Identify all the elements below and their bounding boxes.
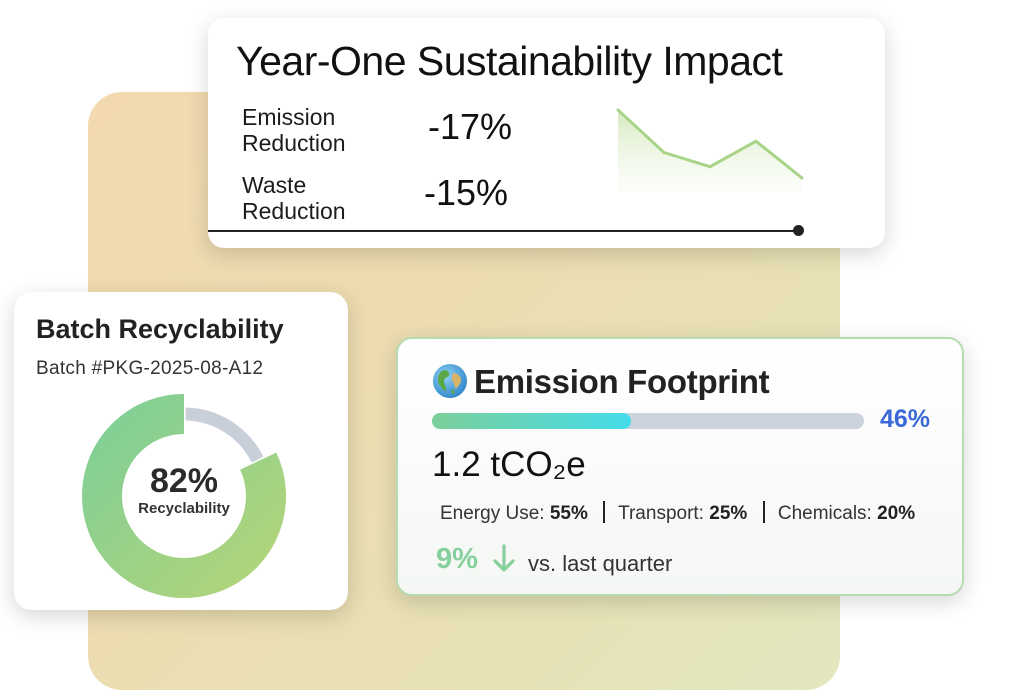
donut-arc xyxy=(82,394,286,598)
arrow-down-icon xyxy=(493,544,515,572)
recyclability-donut xyxy=(82,394,286,598)
batch-title: Batch Recyclability xyxy=(36,314,284,344)
energy-use-value: 55% xyxy=(549,503,588,524)
separator xyxy=(762,501,765,523)
emission-footprint-card: Emission Footprint 46% 1.2 tCO₂e Energy … xyxy=(396,337,964,596)
label-line: Waste xyxy=(242,172,307,198)
emission-reduction-value: -17% xyxy=(428,106,513,147)
label-line: Reduction xyxy=(242,130,346,156)
batch-id: Batch #PKG-2025-08-A12 xyxy=(36,358,264,379)
transport-label: Transport: xyxy=(618,503,704,524)
recyclability-label: Recyclability xyxy=(138,500,230,517)
impact-title: Year-One Sustainability Impact xyxy=(236,38,783,84)
progress-fill xyxy=(432,413,631,429)
emission-reduction-label: Emission Reduction xyxy=(242,104,346,156)
emission-progress-percent: 46% xyxy=(880,405,931,433)
sparkline-chart xyxy=(616,108,804,192)
donut-track xyxy=(185,407,264,463)
sparkline-line xyxy=(616,108,804,180)
separator xyxy=(603,501,606,523)
chemicals-value: 20% xyxy=(877,503,916,524)
recyclability-percent: 82% xyxy=(149,462,219,500)
label-line: Emission xyxy=(242,104,336,130)
label-line: Reduction xyxy=(242,198,346,224)
waste-reduction-value: -15% xyxy=(424,172,509,213)
emission-progress-bar xyxy=(432,413,864,429)
energy-use-label: Energy Use: xyxy=(440,503,545,524)
waste-reduction-label: Waste Reduction xyxy=(242,172,346,224)
change-comparison-text: vs. last quarter xyxy=(528,551,673,576)
emission-breakdown: Energy Use: 55% Transport: 25% Chemicals… xyxy=(440,501,915,525)
sparkline-area xyxy=(618,110,802,192)
divider-line xyxy=(208,230,800,232)
sustainability-impact-card: Year-One Sustainability Impact Emission … xyxy=(208,18,885,248)
emission-value: 1.2 tCO₂e xyxy=(432,445,586,484)
transport-value: 25% xyxy=(709,503,748,524)
batch-recyclability-card: Batch Recyclability Batch #PKG-2025-08-A… xyxy=(14,292,348,610)
chemicals-label: Chemicals: xyxy=(777,503,872,524)
globe-icon xyxy=(433,364,467,398)
divider-dot xyxy=(793,225,804,236)
emission-title: Emission Footprint xyxy=(474,363,770,400)
change-percent: 9% xyxy=(436,543,478,575)
